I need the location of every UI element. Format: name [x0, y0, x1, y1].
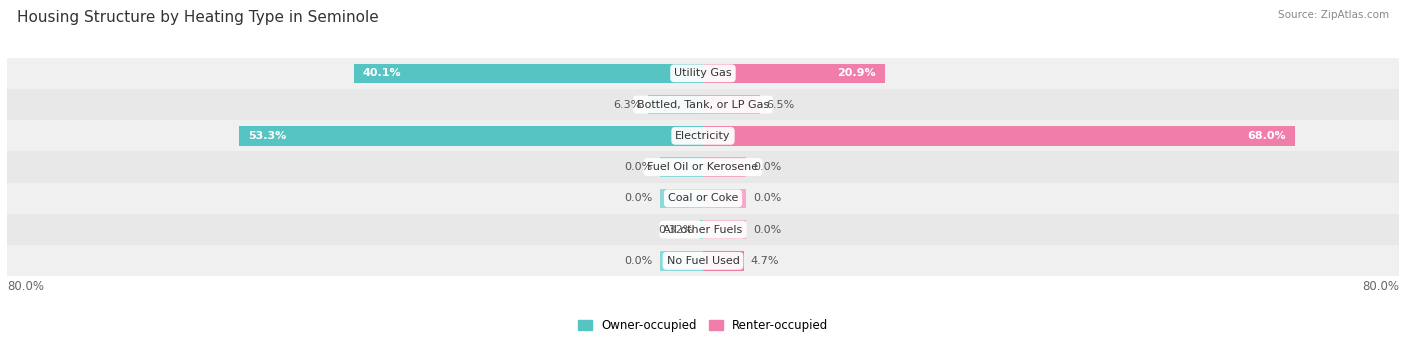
Text: 53.3%: 53.3% [247, 131, 287, 141]
Bar [659, 158, 703, 177]
Text: 0.0%: 0.0% [624, 256, 652, 266]
Text: No Fuel Used: No Fuel Used [666, 256, 740, 266]
Bar [239, 126, 703, 146]
Bar [7, 58, 1399, 89]
Text: 0.0%: 0.0% [624, 162, 652, 172]
Bar [703, 64, 884, 83]
Bar [7, 120, 1399, 151]
Bar [703, 95, 759, 114]
Bar [648, 95, 703, 114]
Text: Coal or Coke: Coal or Coke [668, 193, 738, 203]
Text: 80.0%: 80.0% [1362, 280, 1399, 293]
Text: 0.32%: 0.32% [658, 225, 693, 235]
Text: Bottled, Tank, or LP Gas: Bottled, Tank, or LP Gas [637, 100, 769, 109]
Bar [703, 189, 747, 208]
Text: 0.0%: 0.0% [754, 193, 782, 203]
Bar [7, 245, 1399, 277]
Text: Electricity: Electricity [675, 131, 731, 141]
Text: All other Fuels: All other Fuels [664, 225, 742, 235]
Text: 0.0%: 0.0% [624, 193, 652, 203]
Text: Source: ZipAtlas.com: Source: ZipAtlas.com [1278, 10, 1389, 20]
Bar [7, 183, 1399, 214]
Text: 0.0%: 0.0% [754, 162, 782, 172]
Bar [354, 64, 703, 83]
Bar [703, 220, 747, 239]
Bar [659, 251, 703, 270]
Text: Fuel Oil or Kerosene: Fuel Oil or Kerosene [647, 162, 759, 172]
Bar [7, 89, 1399, 120]
Text: Utility Gas: Utility Gas [675, 68, 731, 78]
Text: 20.9%: 20.9% [838, 68, 876, 78]
Text: 80.0%: 80.0% [7, 280, 44, 293]
Bar [703, 126, 1295, 146]
Text: 0.0%: 0.0% [754, 225, 782, 235]
Bar [7, 214, 1399, 245]
Text: 40.1%: 40.1% [363, 68, 402, 78]
Text: 68.0%: 68.0% [1247, 131, 1286, 141]
Text: Housing Structure by Heating Type in Seminole: Housing Structure by Heating Type in Sem… [17, 10, 378, 25]
Bar [703, 158, 747, 177]
Text: 6.5%: 6.5% [766, 100, 794, 109]
Text: 6.3%: 6.3% [613, 100, 641, 109]
Bar [7, 151, 1399, 183]
Text: 4.7%: 4.7% [751, 256, 779, 266]
Bar [659, 189, 703, 208]
Bar [703, 251, 744, 270]
Bar [700, 220, 703, 239]
Legend: Owner-occupied, Renter-occupied: Owner-occupied, Renter-occupied [572, 314, 834, 337]
